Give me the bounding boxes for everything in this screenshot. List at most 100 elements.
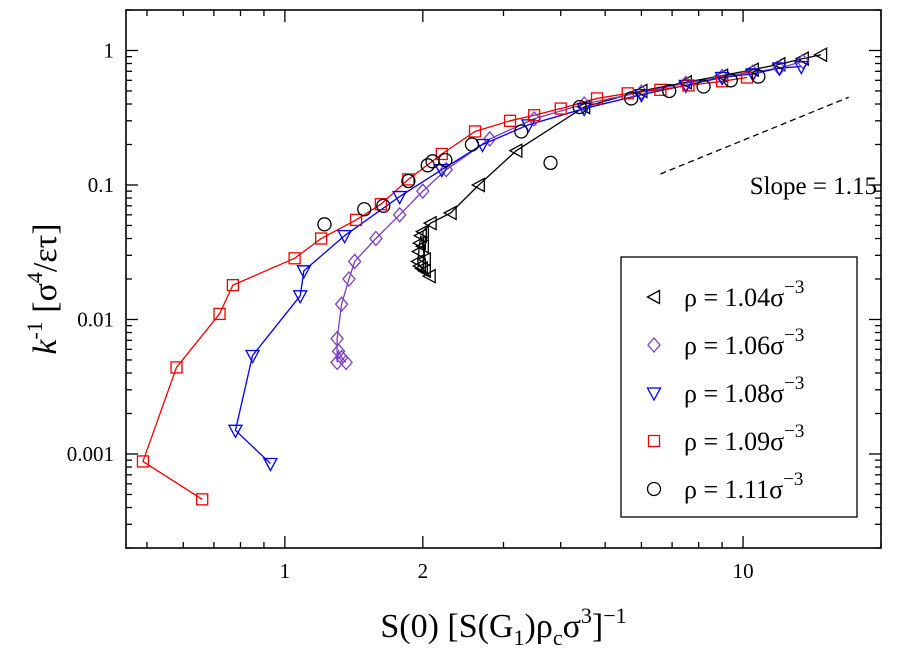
x-title-sup1: 3 [581,603,592,628]
data-point [414,224,429,240]
x-title-sub2: c [553,625,563,650]
legend-label-sup: −3 [784,421,804,442]
data-point [438,152,453,168]
legend-label: ρ = 1.06σ−3 [684,325,804,360]
y-title-sup: 4 [22,272,47,283]
legend-label-sup: −3 [783,469,803,490]
series-3-points [227,60,809,472]
data-point [682,79,695,92]
y-axis-title: k-1 [σ4/ετ] [22,223,64,354]
data-point [262,457,279,472]
legend-label-sup: −3 [784,373,804,394]
data-point [342,271,356,287]
data-point [624,91,639,106]
data-point [416,263,431,279]
x-axis-title: S(0) [S(G1)ρcσ3]−1 [380,603,626,650]
data-point [411,235,426,251]
data-point [662,83,677,99]
data-point [413,260,428,276]
x-title-sup2: −1 [603,603,626,628]
data-point [723,73,738,88]
data-point [813,47,828,63]
data-point [416,251,431,267]
x-tick-label: 2 [418,559,429,583]
legend-label-text: ρ = 1.06σ [684,331,784,360]
data-point [503,114,517,127]
legend-item: ρ = 1.11σ−3 [646,469,803,504]
data-point [357,202,372,217]
data-point [422,215,437,231]
data-point [421,268,436,284]
slope-reference-line [660,96,849,175]
data-point [414,238,429,254]
legend-label: ρ = 1.08σ−3 [684,373,804,408]
slope-line [660,96,849,175]
data-point [576,102,592,117]
series-5-points [317,69,766,232]
data-point [528,109,541,122]
data-point [288,252,301,265]
legend-item: ρ = 1.09σ−3 [647,421,804,456]
y-tick-label: 1 [104,38,115,62]
data-point [349,213,363,227]
data-point [771,62,787,77]
y-title-k: k [27,339,64,355]
data-point [213,307,226,321]
slope-annotation: Slope = 1.15 [750,173,877,200]
data-point [392,190,408,205]
data-point [474,138,491,153]
data-point [415,183,430,200]
series-markers [136,47,828,506]
data-point [654,83,667,96]
data-point [226,279,240,292]
data-point [227,424,244,439]
legend-label-text: ρ = 1.08σ [684,379,784,408]
legend-item: ρ = 1.06σ−3 [647,325,804,360]
y-title-part: [σ [27,283,64,321]
data-point [330,354,344,371]
data-point [434,164,450,179]
data-point [508,143,523,159]
data-point [315,232,328,245]
legend-marker [646,481,662,497]
data-point [337,230,353,245]
data-point [334,296,349,313]
data-point [793,60,809,75]
x-tick-label: 1 [280,559,291,583]
data-point [543,155,558,171]
data-point [439,161,454,178]
data-point [554,102,567,115]
data-point [410,243,425,260]
data-point [317,217,332,232]
data-point [514,124,529,139]
legend-label: ρ = 1.09σ−3 [684,421,804,456]
legend-item: ρ = 1.08σ−3 [646,373,804,408]
x-title-sub1: 1 [514,625,525,650]
data-point [296,265,312,280]
legend-marker [646,387,662,402]
x-title-part: S(0) [S(G [380,608,513,645]
data-point [170,361,183,374]
y-title-ksup: -1 [22,321,47,339]
data-point [244,349,261,364]
x-tick-label: 10 [733,559,754,583]
x-title-part: )ρ [525,608,553,645]
x-title-part: σ [563,608,581,645]
data-point [374,198,388,211]
y-title-part: /ετ] [27,223,64,272]
data-point [468,125,482,138]
legend-label-text: ρ = 1.09σ [684,427,784,456]
legend-marker [647,337,661,353]
legend-label: ρ = 1.11σ−3 [684,469,803,504]
data-point [470,177,485,193]
legend-item: ρ = 1.04σ−3 [646,277,804,312]
data-point [330,330,344,347]
data-point [714,71,730,86]
axis-ticks [126,9,882,549]
data-point [621,87,634,100]
data-point [331,343,346,360]
data-point [420,158,435,173]
data-point [795,53,810,70]
data-point [442,205,457,221]
